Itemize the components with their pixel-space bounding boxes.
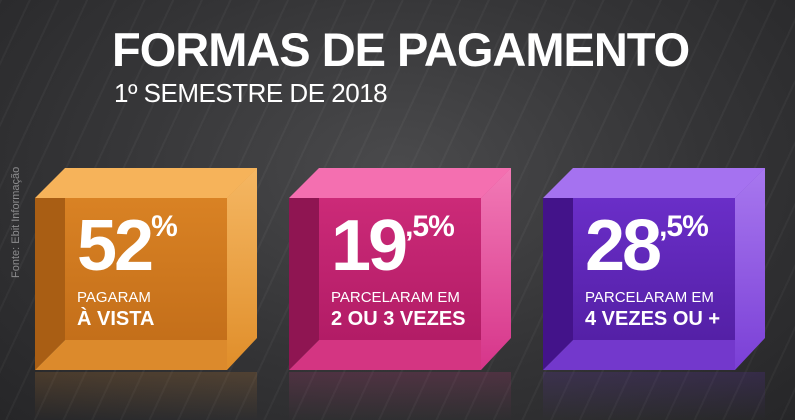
stat-label-line1: PAGARAM xyxy=(77,289,151,306)
stat-card-content: 52% PAGARAM À VISTA xyxy=(77,210,247,329)
stat-card-content: 28,5% PARCELARAM EM 4 VEZES OU + xyxy=(585,210,755,329)
stat-label-line2: 2 OU 3 VEZES xyxy=(331,308,466,330)
stat-value: 19,5% xyxy=(331,210,501,282)
stat-label-line1: PARCELARAM EM xyxy=(585,289,714,306)
card-reflection xyxy=(543,372,765,420)
source-credit: Fonte: Ebit Informação xyxy=(10,166,22,278)
stat-card-4oumais: 28,5% PARCELARAM EM 4 VEZES OU + xyxy=(543,168,765,370)
stat-value: 28,5% xyxy=(585,210,755,282)
stat-value-integer: 19 xyxy=(331,206,408,286)
stat-card-content: 19,5% PARCELARAM EM 2 OU 3 VEZES xyxy=(331,210,501,329)
card-reflection xyxy=(289,372,511,420)
page-title: FORMAS DE PAGAMENTO xyxy=(112,23,690,76)
stat-value-percent: % xyxy=(151,210,178,243)
card-reflection xyxy=(35,372,257,420)
stat-value: 52% xyxy=(77,210,247,282)
stat-value-decimal: ,5 xyxy=(659,210,683,243)
stat-value-integer: 52 xyxy=(77,206,154,286)
stat-value-percent: % xyxy=(428,210,455,243)
stat-card-2ou3: 19,5% PARCELARAM EM 2 OU 3 VEZES xyxy=(289,168,511,370)
stat-label-line2: 4 VEZES OU + xyxy=(585,308,721,330)
page-subtitle: 1º SEMESTRE DE 2018 xyxy=(114,78,388,108)
stat-label-line2: À VISTA xyxy=(77,308,155,330)
stat-label-line1: PARCELARAM EM xyxy=(331,289,460,306)
stat-value-percent: % xyxy=(682,210,709,243)
stat-value-decimal: ,5 xyxy=(405,210,429,243)
stat-card-avista: 52% PAGARAM À VISTA xyxy=(35,168,257,370)
stat-value-integer: 28 xyxy=(585,206,662,286)
